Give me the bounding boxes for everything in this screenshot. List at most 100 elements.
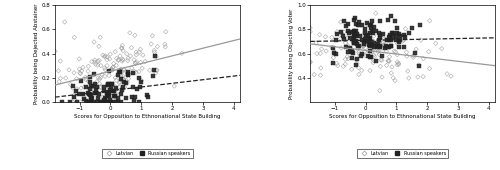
Point bbox=[100, 66, 108, 69]
Point bbox=[73, 88, 81, 90]
Point bbox=[361, 43, 369, 46]
Point bbox=[360, 41, 368, 44]
Point bbox=[76, 101, 84, 103]
Point bbox=[94, 64, 102, 66]
Point bbox=[109, 66, 117, 69]
Point bbox=[92, 92, 100, 95]
Point bbox=[170, 85, 178, 87]
Point bbox=[84, 70, 92, 73]
Point bbox=[368, 44, 376, 47]
Point bbox=[124, 81, 132, 84]
Point bbox=[136, 48, 144, 51]
Point bbox=[132, 61, 140, 63]
Point bbox=[84, 101, 92, 103]
Point bbox=[353, 57, 361, 60]
Point bbox=[141, 60, 149, 63]
Point bbox=[380, 36, 388, 39]
Point bbox=[366, 44, 374, 47]
Point bbox=[120, 69, 128, 71]
Point bbox=[117, 93, 125, 96]
Point bbox=[119, 49, 127, 52]
Point bbox=[348, 68, 356, 71]
Point bbox=[348, 31, 356, 33]
Point bbox=[69, 85, 77, 87]
Point bbox=[403, 55, 411, 57]
Point bbox=[374, 32, 382, 34]
Point bbox=[106, 69, 114, 72]
Point bbox=[394, 42, 402, 45]
Point bbox=[91, 83, 99, 85]
Point bbox=[360, 45, 368, 48]
Point bbox=[354, 34, 362, 37]
Point bbox=[364, 24, 372, 26]
Point bbox=[90, 61, 98, 64]
Point bbox=[338, 30, 345, 33]
Point bbox=[154, 45, 162, 48]
Point bbox=[348, 50, 356, 53]
Point bbox=[86, 88, 94, 91]
Point bbox=[340, 37, 348, 40]
Point bbox=[357, 24, 365, 27]
Point bbox=[106, 58, 114, 60]
Point bbox=[100, 98, 108, 101]
Point bbox=[364, 55, 372, 57]
Point bbox=[414, 64, 422, 67]
Point bbox=[128, 46, 136, 49]
Point bbox=[101, 75, 109, 78]
Point bbox=[375, 49, 383, 52]
Point bbox=[86, 101, 94, 103]
Point bbox=[116, 81, 124, 83]
Point bbox=[86, 76, 94, 79]
Point bbox=[396, 32, 404, 35]
Point bbox=[114, 74, 122, 77]
Point bbox=[368, 50, 376, 53]
Point bbox=[86, 81, 94, 83]
Point bbox=[89, 84, 97, 87]
Point bbox=[392, 38, 400, 41]
Point bbox=[94, 60, 102, 63]
Point bbox=[348, 48, 356, 50]
Point bbox=[105, 82, 113, 85]
Point bbox=[98, 73, 106, 76]
Point bbox=[392, 50, 400, 53]
Point bbox=[355, 53, 363, 55]
Point bbox=[368, 19, 376, 22]
Point bbox=[132, 51, 140, 53]
Point bbox=[128, 96, 136, 99]
Point bbox=[306, 27, 314, 29]
Point bbox=[91, 59, 99, 62]
Point bbox=[104, 86, 112, 89]
Point bbox=[360, 41, 368, 44]
Point bbox=[153, 69, 161, 71]
Point bbox=[366, 55, 374, 57]
Point bbox=[58, 101, 66, 103]
Point bbox=[366, 50, 374, 53]
Point bbox=[120, 78, 128, 81]
Point bbox=[355, 45, 363, 47]
Point bbox=[338, 47, 345, 49]
Point bbox=[370, 35, 378, 37]
Point bbox=[370, 55, 378, 58]
Point bbox=[370, 59, 378, 62]
Point bbox=[76, 71, 84, 74]
Point bbox=[87, 94, 95, 96]
Point bbox=[382, 46, 390, 48]
Point bbox=[109, 92, 117, 95]
Point bbox=[426, 67, 434, 70]
Point bbox=[100, 55, 108, 58]
Point bbox=[150, 54, 158, 57]
Point bbox=[114, 96, 122, 99]
Point bbox=[370, 42, 378, 44]
Point bbox=[82, 100, 90, 103]
Point bbox=[82, 86, 90, 89]
Point bbox=[365, 44, 373, 47]
Point bbox=[108, 83, 116, 85]
Point bbox=[364, 49, 372, 52]
Point bbox=[360, 50, 368, 53]
X-axis label: Scores for Opposition to Ethnonational State Building: Scores for Opposition to Ethnonational S… bbox=[74, 114, 221, 119]
Point bbox=[376, 36, 384, 39]
Point bbox=[96, 76, 104, 79]
Point bbox=[112, 86, 120, 88]
Point bbox=[432, 42, 440, 45]
Point bbox=[378, 59, 386, 62]
